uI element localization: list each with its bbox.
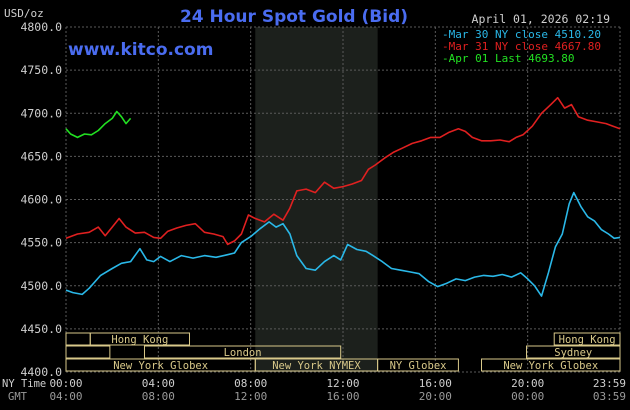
x-tick-label-ny: 20:00: [511, 377, 544, 390]
y-tick-label: 4450.0: [20, 322, 62, 336]
session-label: Hong Kong: [111, 334, 168, 346]
session-box: [89, 332, 190, 346]
y-tick-label: 4550.0: [20, 236, 62, 250]
x-tick-label-ny: 04:00: [142, 377, 175, 390]
session-label: New York NYMEX: [272, 360, 361, 372]
x-tick-label-ny: 12:00: [326, 377, 359, 390]
series-line-apr01: [65, 110, 132, 139]
legend-mar31: -Mar 31 NY close 4667.80: [442, 40, 601, 53]
x-tick-label-gmt: 00:00: [511, 390, 544, 403]
session-label: Hong Kong: [559, 334, 616, 346]
session-box: [553, 332, 621, 346]
session-box: [143, 345, 342, 359]
ny-time-label: NY Time: [2, 378, 46, 390]
y-tick-label: 4650.0: [20, 149, 62, 163]
session-box: [526, 345, 621, 359]
y-tick-label: 4800.0: [20, 20, 62, 34]
session-stub: [65, 345, 111, 359]
gmt-label: GMT: [8, 391, 28, 403]
y-tick-label: 4600.0: [20, 193, 62, 207]
x-tick-label-gmt: 03:59: [593, 390, 626, 403]
kitco-watermark: www.kitco.com: [68, 40, 213, 60]
series-line-mar31: [65, 96, 621, 246]
chart-legend: -Mar 30 NY close 4510.20 -Mar 31 NY clos…: [442, 28, 601, 65]
chart-grid: [65, 26, 621, 373]
chart-axes: 4800.0 4750.0 4700.0 4650.0 4600.0 4550.0 4500…: [20, 20, 626, 403]
chart-title: 24 Hour Spot Gold (Bid): [180, 7, 408, 27]
x-tick-label-gmt: 20:00: [419, 390, 452, 403]
x-tick-label-gmt: 12:00: [234, 390, 267, 403]
session-label: NY Globex: [390, 360, 447, 372]
x-tick-label-ny: 00:00: [49, 377, 82, 390]
y-tick-label: 4500.0: [20, 279, 62, 293]
timestamp: April 01, 2026 02:19: [472, 12, 611, 26]
session-label: New York Globex: [113, 360, 208, 372]
x-tick-label-ny: 16:00: [419, 377, 452, 390]
y-tick-label: 4700.0: [20, 106, 62, 120]
session-label: Sydney: [554, 347, 592, 359]
x-tick-label-gmt: 08:00: [142, 390, 175, 403]
session-label: London: [224, 347, 262, 359]
x-tick-label-ny: 23:59: [593, 377, 626, 390]
series-line-mar30: [65, 191, 621, 297]
unit-label: USD/oz: [4, 7, 44, 20]
legend-mar30: -Mar 30 NY close 4510.20: [442, 28, 601, 41]
price-series-layer: [65, 96, 621, 297]
y-tick-label: 4750.0: [20, 63, 62, 77]
y-tick-label: 4400.0: [20, 365, 62, 379]
session-box: [377, 358, 459, 372]
x-tick-label-ny: 08:00: [234, 377, 267, 390]
trading-sessions: Hong Kong London New York Globex New York N…: [65, 332, 621, 372]
session-box: [481, 358, 621, 372]
legend-apr01: -Apr 01 Last 4693.80: [442, 52, 574, 65]
session-label: New York Globex: [503, 360, 598, 372]
x-tick-label-gmt: 16:00: [326, 390, 359, 403]
x-tick-label-gmt: 04:00: [49, 390, 82, 403]
